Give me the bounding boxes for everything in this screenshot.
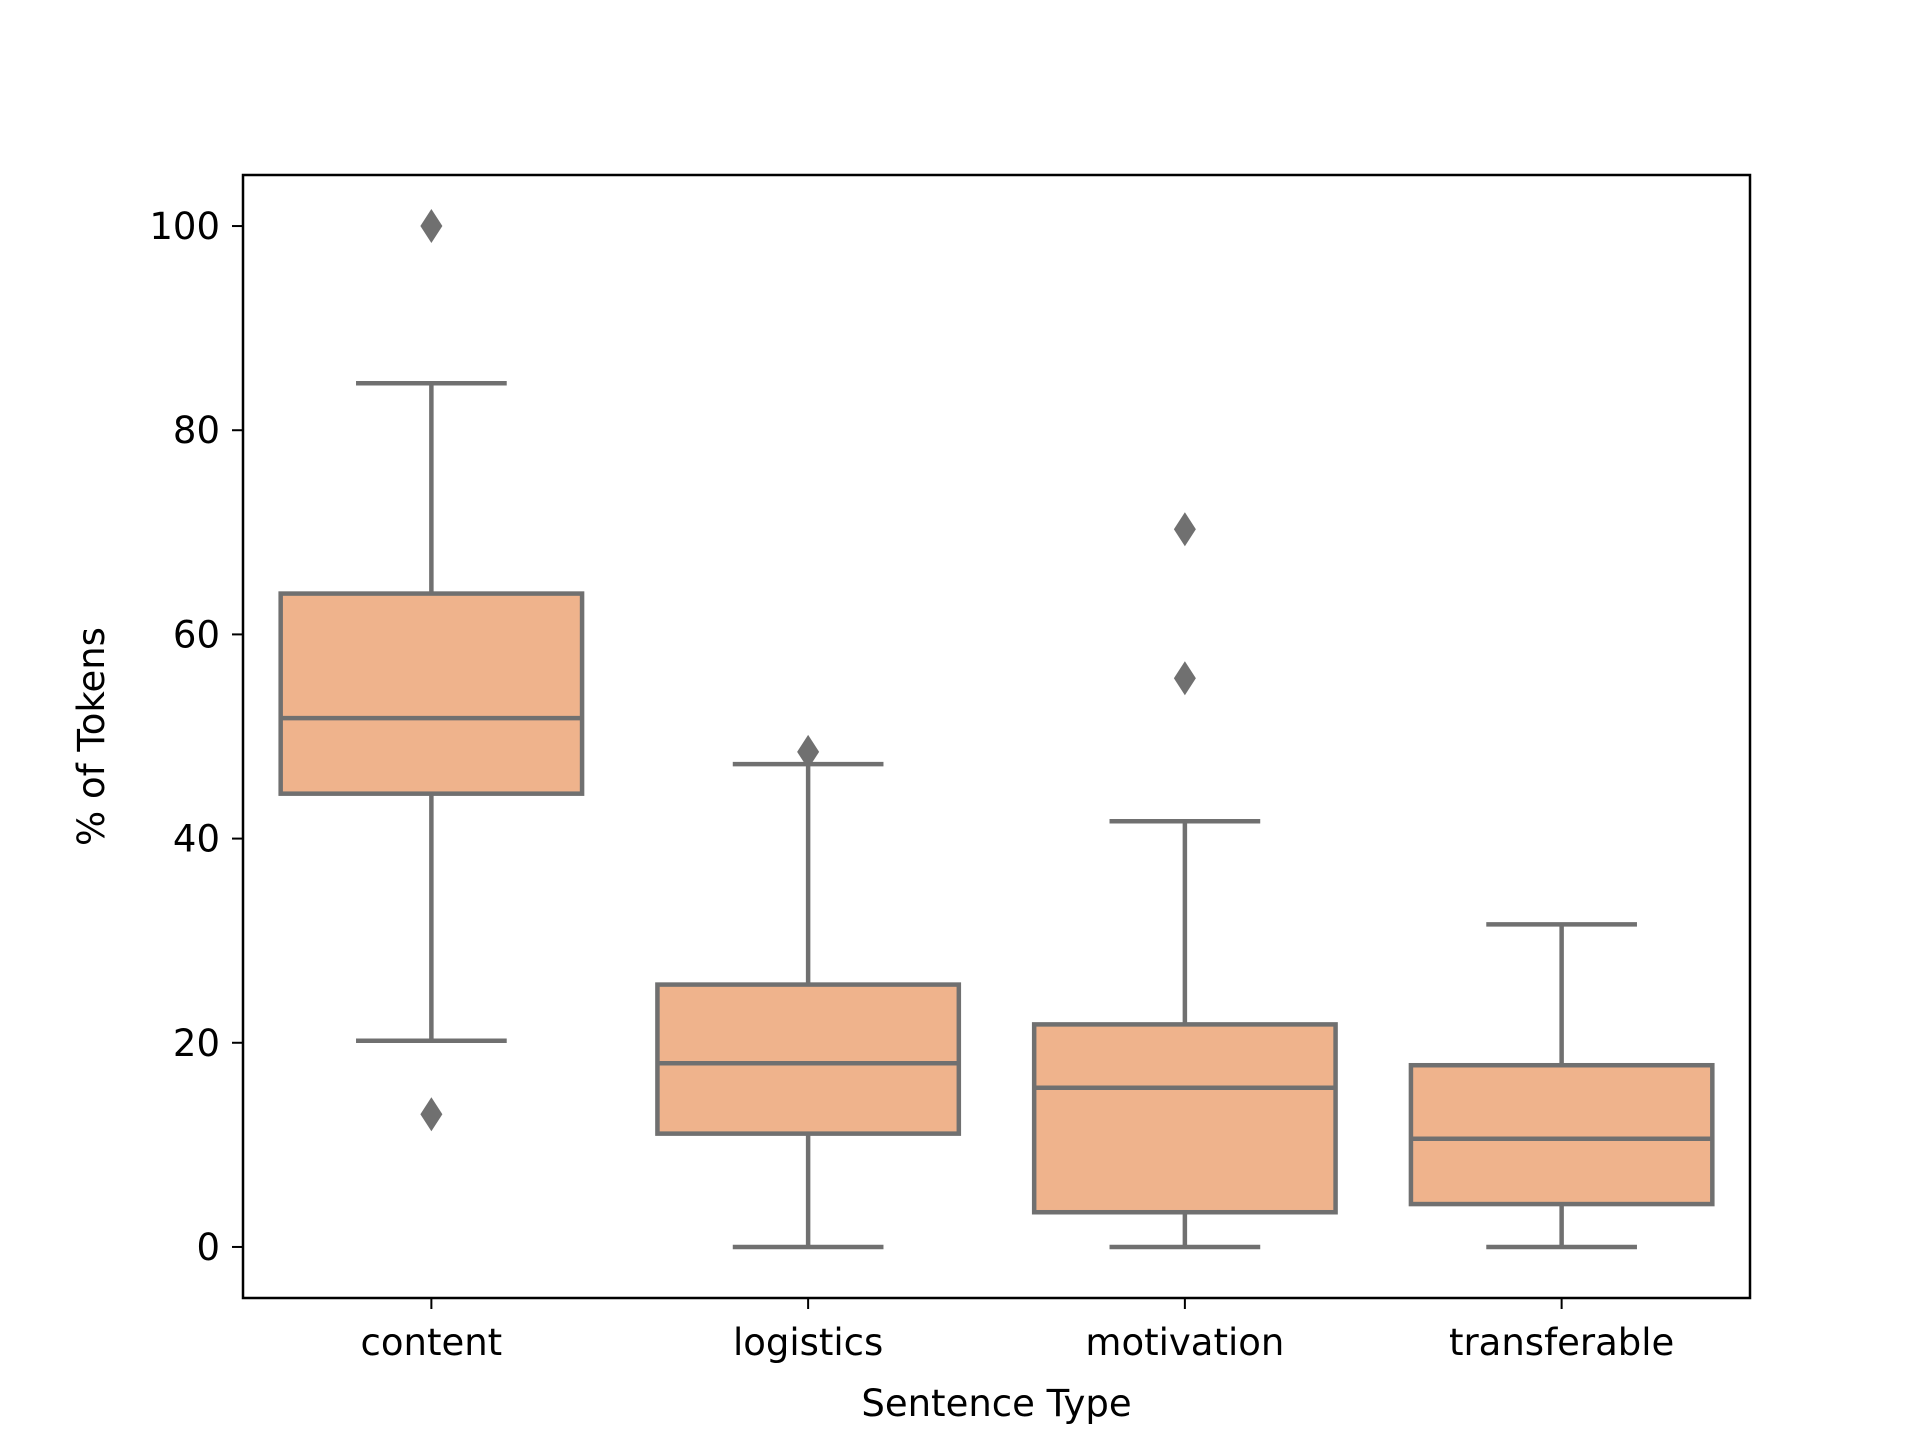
- x-axis-label: Sentence Type: [861, 1382, 1131, 1425]
- y-tick-label: 60: [173, 613, 220, 656]
- y-tick-label: 100: [149, 205, 220, 248]
- y-tick-label: 20: [173, 1022, 220, 1065]
- outlier-logistics-0: [797, 734, 820, 769]
- box-motivation: [1031, 512, 1338, 1250]
- iqr-box-content: [278, 591, 585, 796]
- outlier-content-1: [420, 1097, 443, 1132]
- box-logistics: [655, 734, 962, 1250]
- x-tick-label: motivation: [1085, 1321, 1284, 1364]
- box-content: [278, 209, 585, 1132]
- x-tick-label: content: [361, 1321, 503, 1364]
- y-axis-label: % of Tokens: [70, 627, 113, 846]
- y-tick-label: 80: [173, 409, 220, 452]
- outlier-content-0: [420, 209, 443, 244]
- plot-frame: [241, 173, 1752, 1300]
- outlier-motivation-0: [1173, 512, 1196, 547]
- box-transferable: [1408, 922, 1715, 1250]
- x-axis: content logistics motivation transferable: [361, 1298, 1674, 1364]
- iqr-box-transferable: [1408, 1062, 1715, 1207]
- plot-marks: [278, 209, 1715, 1250]
- iqr-box-logistics: [655, 982, 962, 1136]
- y-axis: 0 20 40 60 80 100: [149, 205, 243, 1269]
- iqr-box-motivation: [1031, 1022, 1338, 1215]
- x-tick-label: transferable: [1449, 1321, 1674, 1364]
- x-tick-label: logistics: [733, 1321, 883, 1364]
- outlier-motivation-1: [1173, 661, 1196, 696]
- y-tick-label: 40: [173, 818, 220, 861]
- y-tick-label: 0: [196, 1226, 220, 1269]
